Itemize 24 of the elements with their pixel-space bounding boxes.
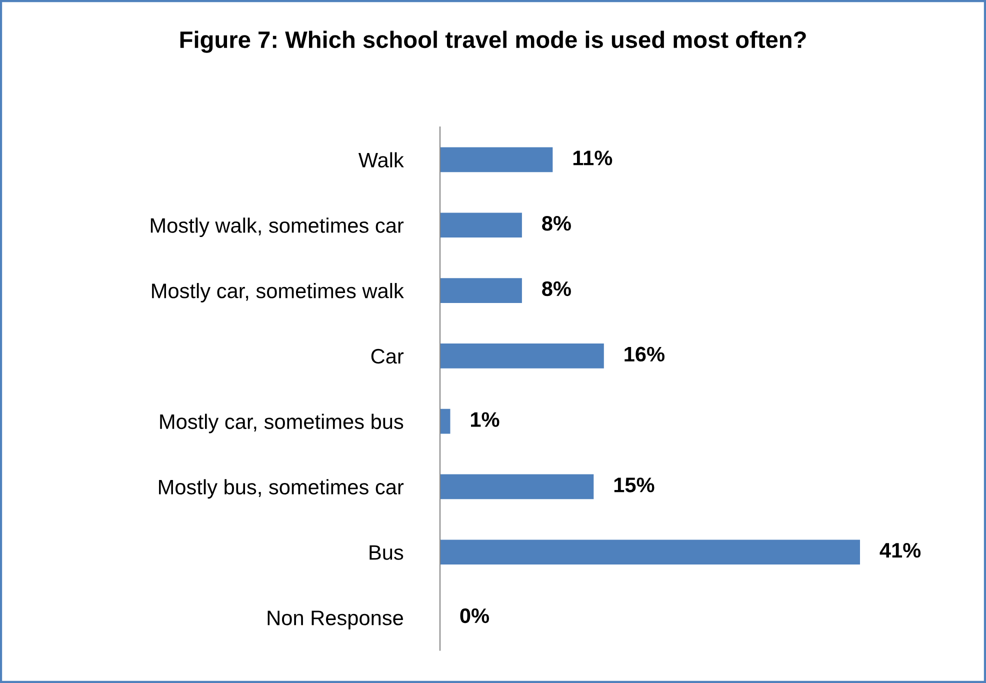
y-tick-label: Mostly bus, sometimes car [159, 479, 404, 499]
y-tick-label: Mostly car, sometimes walk [152, 282, 404, 302]
data-label: 8% [542, 281, 571, 296]
data-label: 15% [614, 478, 654, 492]
data-label: 41% [880, 543, 921, 558]
bar [440, 540, 860, 565]
bar [440, 147, 553, 172]
data-label: 16% [624, 346, 664, 362]
data-label: 11% [573, 150, 612, 166]
bar [440, 408, 450, 434]
data-label: 8% [542, 216, 571, 231]
chart-title: Figure 7: Which school travel mode is used most often? [180, 30, 806, 53]
y-tick-label: Car [371, 348, 404, 364]
data-label: 1% [471, 412, 500, 427]
bar [440, 474, 594, 500]
bar [440, 278, 522, 303]
y-tick-label: Bus [370, 545, 404, 560]
y-tick-label: Mostly car, sometimes bus [160, 414, 404, 434]
bar [440, 212, 522, 238]
y-tick-label: Walk [358, 152, 404, 168]
y-tick-label: Mostly walk, sometimes car [150, 218, 404, 238]
bar [440, 344, 604, 368]
data-label: 0% [460, 608, 490, 624]
y-tick-label: Non Response [268, 610, 403, 630]
